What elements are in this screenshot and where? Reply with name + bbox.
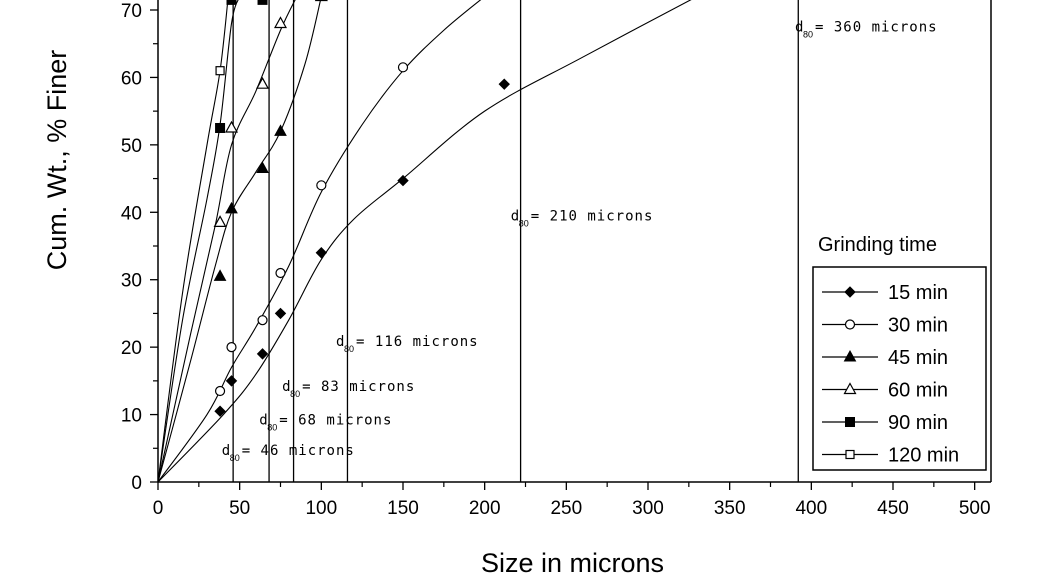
data-point [314, 0, 328, 2]
x-tick-label: 0 [153, 498, 164, 519]
axes: 0 50 100 150 200 250 300 350 400 450 500 0 10 20 30 40 5… [42, 0, 992, 576]
data-point [274, 307, 287, 320]
d80-subscript: 80 [230, 453, 240, 463]
d80-label: d [511, 208, 520, 224]
y-axis-label: Cum. Wt., % Finer [42, 50, 72, 271]
x-tick-label: 50 [229, 498, 250, 519]
legend-marker [845, 417, 855, 427]
legend-marker [844, 319, 856, 330]
series-markers [213, 0, 510, 417]
y-tick-label: 50 [121, 136, 142, 157]
legend: Grinding time 15 min 30 min 45 min 60 min 90 … [812, 234, 987, 471]
y-tick-label: 30 [121, 271, 142, 292]
data-point [225, 201, 238, 214]
d80-value: = 360 microns [815, 20, 938, 36]
d80-label: d [222, 443, 231, 459]
d80-subscript: 80 [803, 30, 813, 40]
x-tick-label: 400 [795, 498, 827, 519]
data-point [215, 66, 225, 76]
data-point [226, 342, 237, 353]
legend-label: 60 min [888, 380, 948, 402]
x-tick-label: 350 [714, 498, 746, 519]
d80-lines [232, 0, 799, 482]
data-point [226, 0, 237, 5]
d80-value: = 83 microns [302, 379, 415, 395]
data-point [225, 375, 238, 387]
d80-subscript: 80 [267, 423, 277, 433]
series-curves [157, 0, 692, 483]
data-point [257, 315, 268, 326]
legend-label: 30 min [888, 315, 948, 337]
data-point [213, 269, 227, 281]
d80-value: = 68 microns [279, 413, 392, 429]
d80-subscript: 80 [344, 344, 354, 354]
data-point [397, 62, 409, 73]
y-tick-label: 40 [121, 203, 142, 224]
legend-box [812, 266, 987, 471]
data-point [273, 16, 288, 29]
x-tick-label: 250 [550, 498, 582, 519]
d80-value: = 210 microns [531, 208, 654, 224]
legend-label: 120 min [888, 445, 959, 467]
d80-subscript: 80 [290, 389, 300, 399]
y-tick-label: 10 [121, 406, 142, 427]
d80-label: d [795, 20, 804, 36]
data-point [397, 174, 409, 187]
legend-marker [843, 382, 857, 395]
data-point [224, 120, 239, 133]
series-line [157, 0, 229, 483]
data-point [274, 124, 287, 136]
data-point [275, 267, 286, 279]
series-line [157, 0, 692, 483]
legend-label: 15 min [888, 282, 948, 304]
legend-marker [845, 449, 855, 460]
data-point [213, 215, 227, 227]
data-point [256, 76, 270, 89]
x-tick-label: 500 [959, 498, 991, 519]
data-point [256, 161, 269, 173]
data-point [315, 247, 328, 259]
y-tick-label: 60 [121, 68, 142, 89]
d80-label: d [259, 413, 268, 429]
data-point [257, 0, 268, 5]
legend-marker [844, 286, 856, 298]
d80-subscript: 80 [519, 218, 529, 228]
legend-label: 45 min [888, 347, 948, 369]
data-point [498, 78, 510, 90]
data-point [214, 405, 226, 417]
y-tick-label: 70 [121, 1, 142, 22]
x-tick-label: 200 [469, 498, 501, 519]
series-line [157, 0, 296, 483]
x-tick-label: 150 [387, 498, 419, 519]
y-tick-label: 0 [131, 473, 142, 494]
series-line [157, 0, 239, 483]
data-point [316, 180, 327, 191]
x-tick-label: 100 [305, 498, 337, 519]
y-tick-label: 20 [121, 338, 142, 359]
d80-value: = 116 microns [356, 334, 479, 350]
data-point [214, 385, 226, 397]
d80-value: = 46 microns [242, 443, 355, 459]
d80-label: d [336, 334, 345, 350]
d80-label: d [282, 379, 291, 395]
series-line [157, 0, 322, 483]
series-line [157, 0, 482, 483]
data-point [256, 348, 269, 360]
legend-marker [843, 349, 857, 362]
x-tick-label: 300 [632, 498, 664, 519]
x-tick-label: 450 [877, 498, 909, 519]
x-axis-label: Size in microns [481, 548, 664, 576]
legend-label: 90 min [888, 412, 948, 434]
data-point [226, 0, 237, 2]
data-point [215, 123, 226, 133]
legend-title: Grinding time [818, 234, 937, 256]
